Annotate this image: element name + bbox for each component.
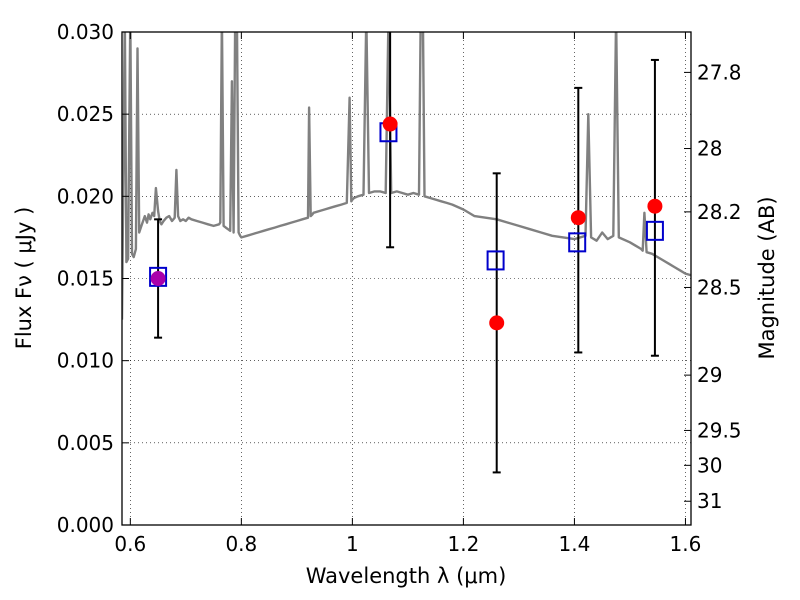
- x-tick-label: 1.4: [559, 532, 591, 556]
- y-axis-label: Flux Fν ( μJy ): [12, 207, 36, 350]
- observed-point-circle: [570, 210, 586, 226]
- x-tick-label: 1.2: [447, 532, 479, 556]
- y-tick-label: 0.005: [57, 431, 114, 455]
- right-tick-label: 29.5: [697, 418, 742, 442]
- right-tick-label: 27.8: [697, 60, 742, 84]
- right-tick-label: 31: [697, 489, 722, 513]
- y-tick-label: 0.030: [57, 20, 114, 44]
- observed-point-circle: [150, 271, 166, 286]
- y-tick-label: 0.010: [57, 349, 114, 373]
- y-axis-right-label: Magnitude (AB): [755, 196, 779, 359]
- right-tick-label: 28.5: [697, 275, 742, 299]
- model-point-square: [486, 250, 505, 271]
- y-tick-label: 0.025: [57, 102, 114, 126]
- x-tick-label: 1: [346, 532, 359, 556]
- right-tick-label: 28.2: [697, 200, 742, 224]
- y-tick-label: 0.015: [57, 267, 114, 291]
- x-tick-label: 0.6: [114, 532, 146, 556]
- right-tick-label: 28: [697, 137, 722, 161]
- observed-point-circle: [382, 116, 398, 132]
- model-point-square: [568, 232, 587, 253]
- x-tick-label: 0.8: [225, 532, 257, 556]
- x-tick-label: 1.6: [670, 532, 702, 556]
- observed-point-circle: [647, 198, 663, 214]
- right-tick-label: 30: [697, 453, 722, 477]
- y-tick-label: 0.000: [57, 513, 114, 537]
- model-spectrum-line: [122, 32, 691, 320]
- grid-lines: [122, 31, 691, 526]
- axis-ticks: 0.6 0.8 1 1.2 1.4 1.6 0.000 0.005 0.010 0.015 0.02…: [57, 20, 742, 556]
- plot-area: [122, 32, 691, 474]
- model-point-square: [645, 220, 664, 241]
- x-axis-label: Wavelength λ (μm): [306, 564, 507, 588]
- observed-point-circle: [489, 315, 505, 331]
- right-tick-label: 29: [697, 363, 722, 387]
- y-tick-label: 0.020: [57, 184, 114, 208]
